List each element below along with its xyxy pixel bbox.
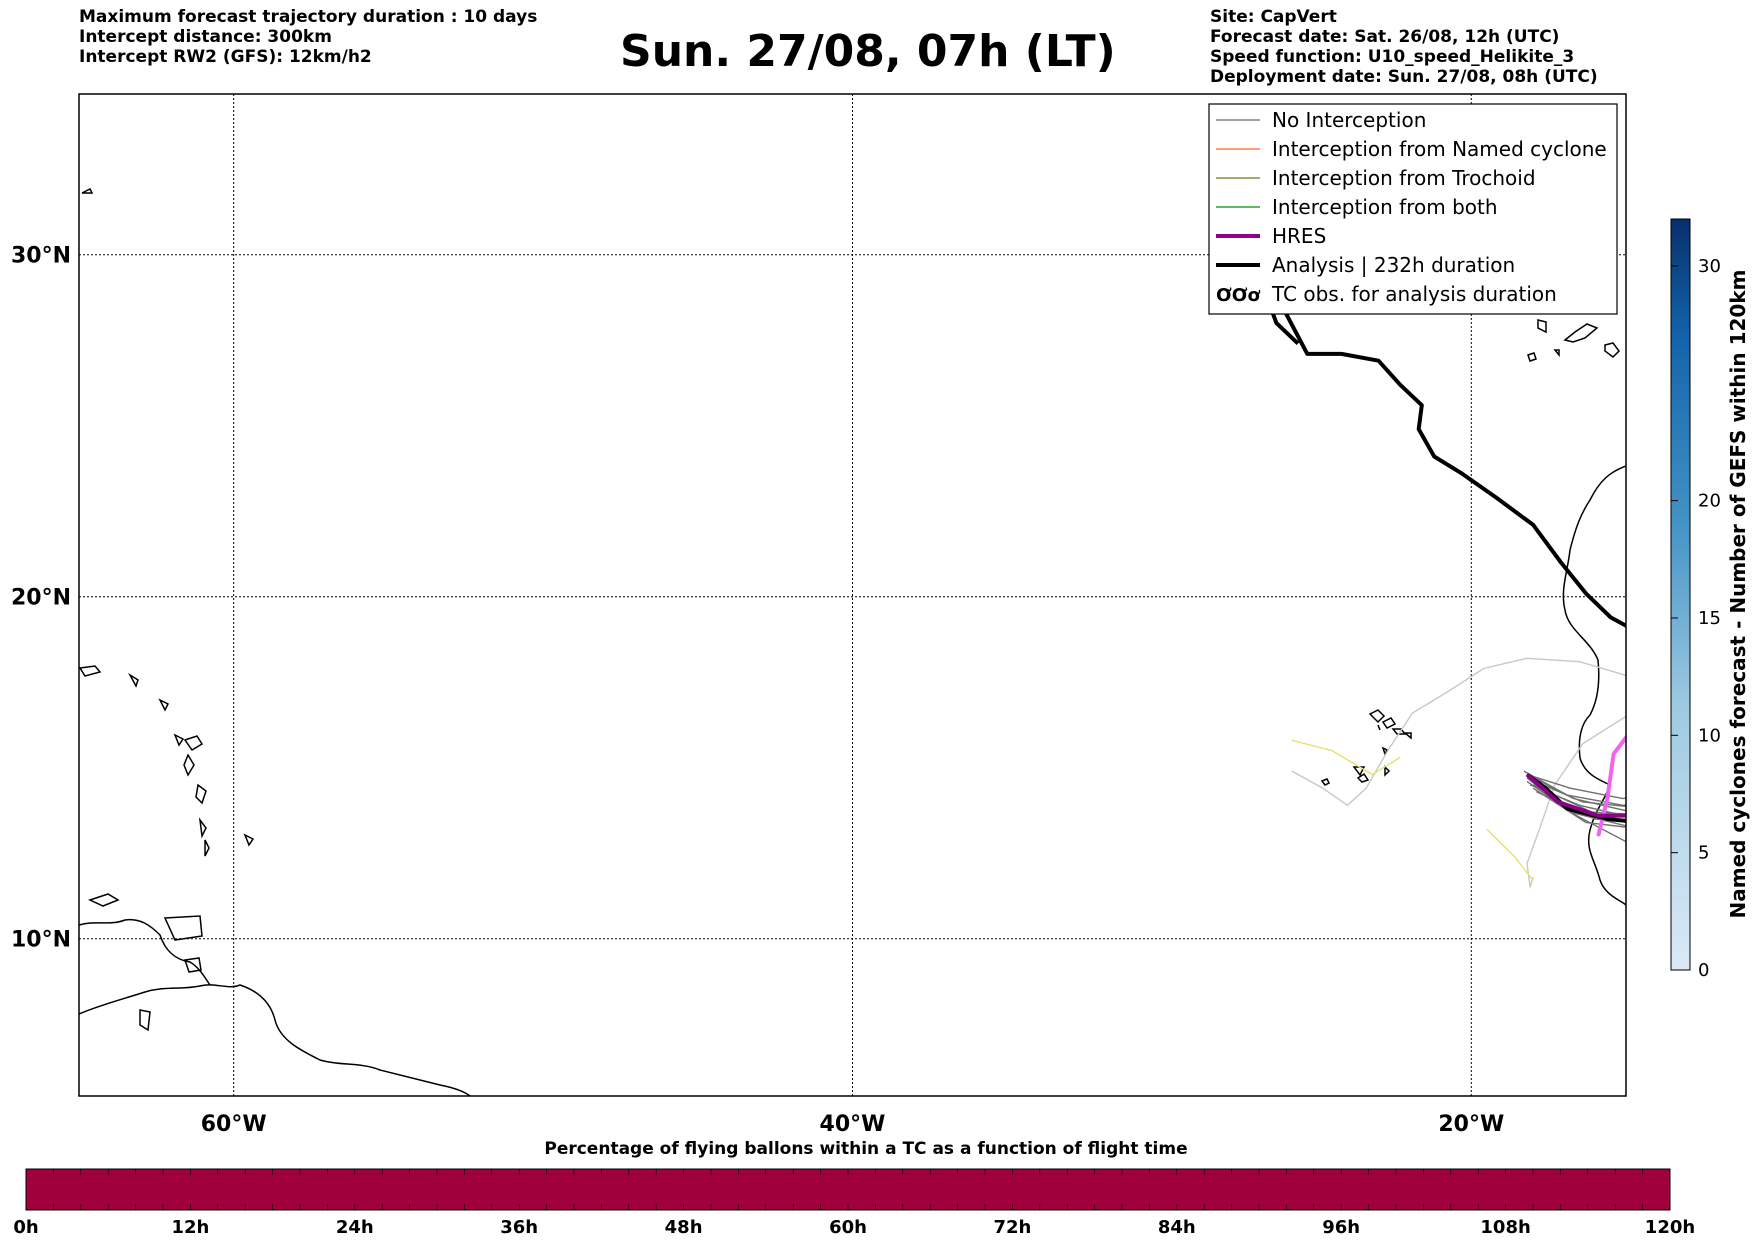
member-trajectory [1529, 784, 1626, 817]
bottom-colorbar-ticks: 0h 12h 24h 36h 48h 60h 72h 84h 96h 108h 120h [13, 1169, 1695, 1238]
legend-item-label: HRES [1272, 224, 1326, 248]
bottom-colorbar-bar [25, 1168, 1671, 1211]
lon-tick-label: 60°W [201, 1112, 267, 1137]
bottom-colorbar: Percentage of flying ballons within a TC… [13, 1139, 1695, 1238]
trinidad-island [163, 915, 203, 941]
legend-item-label: Interception from Trochoid [1272, 166, 1536, 190]
axis-tick-labels: 60°W 40°W 20°W 30°N 20°N 10°N [11, 244, 1504, 1137]
bottom-colorbar-title: Percentage of flying ballons within a TC… [544, 1139, 1187, 1159]
bottom-tick-label: 72h [993, 1217, 1031, 1238]
header-left-info: Maximum forecast trajectory duration : 1… [79, 7, 537, 67]
header-right-info: Site: CapVert Forecast date: Sat. 26/08,… [1210, 7, 1598, 87]
tc-symbol-icon: ƠƠơ [1216, 285, 1260, 306]
member-trajectory [1526, 773, 1626, 812]
africa-coast [1562, 465, 1626, 906]
legend-item-label: Analysis | 232h duration [1272, 253, 1515, 277]
legend: No Interception Interception from Named c… [1208, 103, 1618, 315]
member-trajectory [1526, 780, 1626, 843]
legend-item-label: Interception from both [1272, 195, 1498, 219]
header-right-line: Forecast date: Sat. 26/08, 12h (UTC) [1210, 27, 1560, 47]
legend-item-label: Interception from Named cyclone [1272, 137, 1607, 161]
header-right-line: Deployment date: Sun. 27/08, 08h (UTC) [1210, 67, 1598, 87]
bottom-tick-label: 24h [336, 1217, 374, 1238]
member-trajectory-light [1526, 715, 1626, 888]
legend-item-label: No Interception [1272, 108, 1426, 132]
island-detail [139, 1009, 151, 1032]
bottom-tick-label: 12h [171, 1217, 209, 1238]
analysis-trajectory [1268, 304, 1626, 823]
right-colorbar-bar [1670, 218, 1691, 971]
header-right-line: Speed function: U10_speed_Helikite_3 [1210, 47, 1575, 67]
bottom-tick-label: 48h [665, 1217, 703, 1238]
cb-tick-label: 20 [1698, 491, 1721, 512]
cb-tick-label: 0 [1698, 960, 1709, 981]
bottom-tick-label: 60h [829, 1217, 867, 1238]
cb-tick-label: 15 [1698, 608, 1721, 629]
header-left-line: Intercept RW2 (GFS): 12km/h2 [79, 47, 372, 67]
legend-item-label: TC obs. for analysis duration [1271, 282, 1557, 306]
venezuela-coast-detail [79, 918, 211, 986]
lesser-antilles [79, 665, 255, 973]
bottom-tick-label: 120h [1645, 1217, 1695, 1238]
header-left-line: Intercept distance: 300km [79, 27, 332, 47]
right-colorbar: 0 5 10 15 20 30 Named cyclones forecast - Num… [1670, 218, 1750, 981]
north-island-detail [81, 187, 94, 194]
legend-box [1208, 103, 1618, 315]
cape-verde-islands [1320, 709, 1412, 786]
cb-tick-label: 30 [1698, 256, 1721, 277]
hres-trajectory [1525, 773, 1626, 818]
trochoid-segment [1291, 739, 1401, 776]
header-left-line: Maximum forecast trajectory duration : 1… [79, 7, 538, 27]
bottom-tick-label: 96h [1322, 1217, 1360, 1238]
member-trajectory-light [1291, 657, 1626, 807]
coastlines [79, 187, 1626, 1096]
right-colorbar-label: Named cyclones forecast - Number of GEFS… [1726, 270, 1750, 919]
lat-tick-label: 10°N [11, 928, 71, 953]
header-right-line: Site: CapVert [1210, 7, 1337, 27]
lat-tick-label: 20°N [11, 586, 71, 611]
trajectory-lines [1268, 304, 1626, 888]
lon-tick-label: 20°W [1438, 1112, 1504, 1137]
bottom-tick-label: 0h [13, 1217, 38, 1238]
cb-tick-label: 5 [1698, 843, 1709, 864]
trochoid-segment [1486, 828, 1534, 882]
cb-tick-label: 10 [1698, 725, 1721, 746]
bottom-tick-label: 84h [1158, 1217, 1196, 1238]
bottom-tick-label: 36h [500, 1217, 538, 1238]
member-trajectory [1526, 777, 1626, 808]
canary-islands [1527, 319, 1620, 362]
member-trajectory [1536, 790, 1626, 822]
lon-tick-label: 40°W [820, 1112, 886, 1137]
right-colorbar-ticks: 0 5 10 15 20 30 [1671, 256, 1721, 981]
page-title: Sun. 27/08, 07h (LT) [620, 26, 1116, 77]
member-trajectory [1526, 773, 1626, 800]
member-trajectory [1532, 787, 1626, 828]
bottom-tick-label: 108h [1480, 1217, 1530, 1238]
lat-tick-label: 30°N [11, 244, 71, 269]
map-frame [78, 93, 1627, 1097]
south-america-coast [79, 984, 471, 1096]
hres-light-trajectory [1596, 734, 1626, 837]
